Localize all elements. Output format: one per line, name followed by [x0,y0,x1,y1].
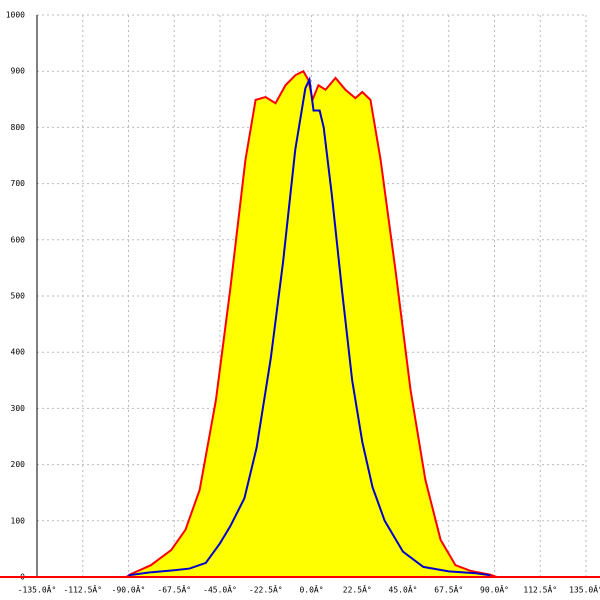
area [37,71,586,577]
y-tick-label: 300 [11,404,26,413]
x-tick-label: -45.0Â° [203,584,237,595]
y-tick-label: 400 [11,348,26,357]
x-tick-label: 45.0Â° [389,584,418,595]
x-tick-label: -22.5Â° [249,584,283,595]
x-tick-label: 112.5Â° [523,584,557,595]
x-tick-label: 90.0Â° [480,584,509,595]
x-tick-label: -67.5Â° [157,584,191,595]
y-tick-label: 700 [11,179,26,188]
x-tick-label: -90.0Â° [112,584,146,595]
y-tick-label: 800 [11,123,26,132]
y-tick-label: 500 [11,292,26,301]
y-tick-label: 1000 [6,11,25,20]
y-tick-label: 900 [11,67,26,76]
y-tick-label: 100 [11,516,26,525]
x-tick-label: 22.5Â° [343,584,372,595]
line [128,76,491,577]
x-tick-label: -135.0Â° [18,584,57,595]
y-tick-label: 600 [11,235,26,244]
x-tick-label: 67.5Â° [434,584,463,595]
x-tick-label: -112.5Â° [63,584,102,595]
y-tick-label: 200 [11,460,26,469]
x-tick-label: 135.0Â° [569,584,600,595]
x-tick-label: 0.0Â° [299,584,323,595]
